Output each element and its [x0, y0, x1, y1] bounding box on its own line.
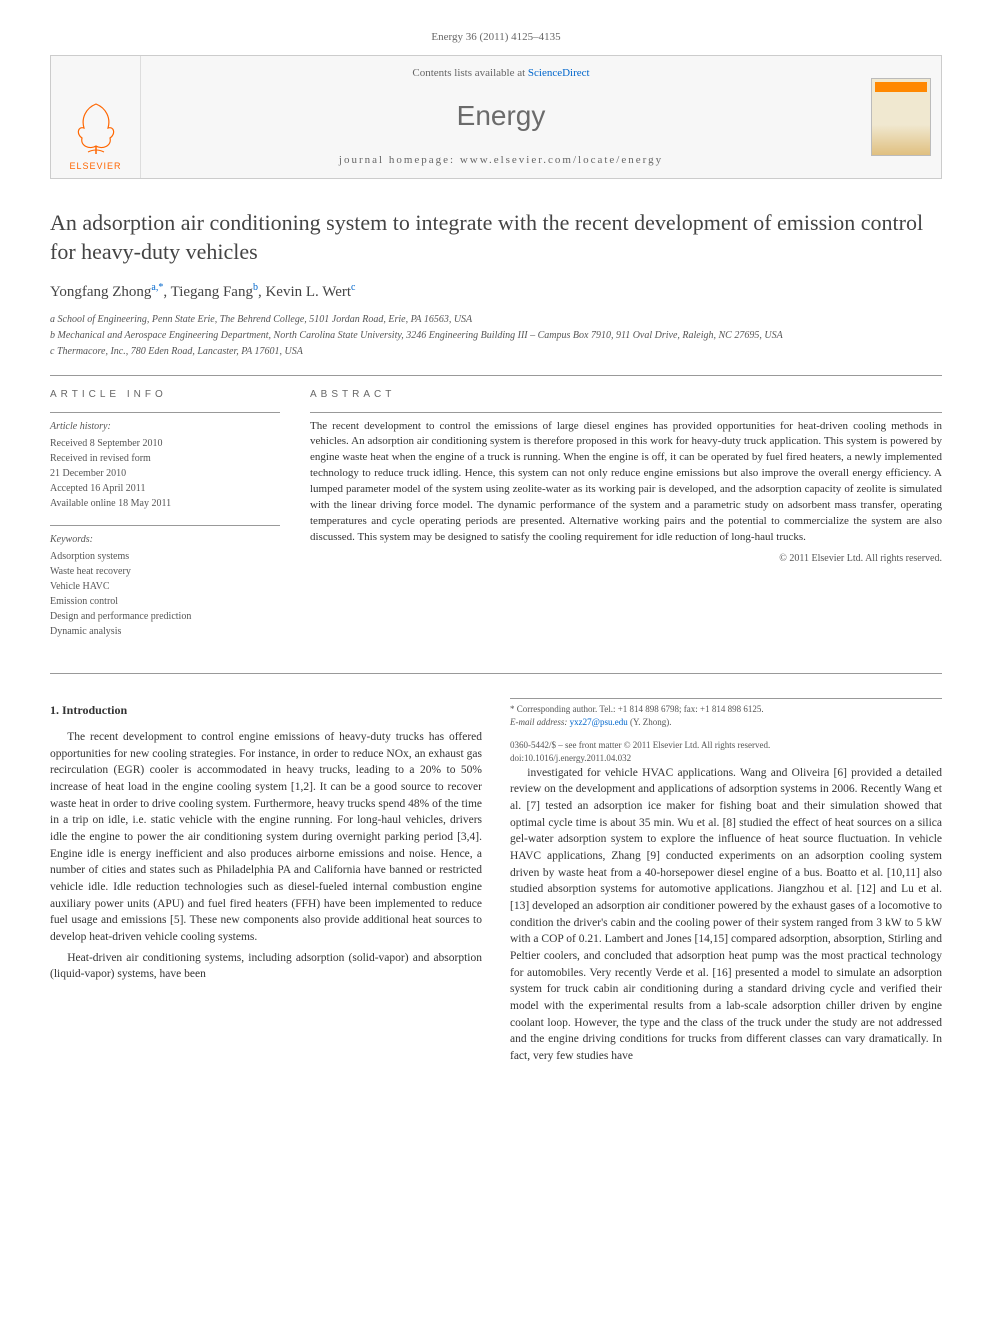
banner-center: Contents lists available at ScienceDirec…: [141, 56, 861, 178]
page-citation-header: Energy 36 (2011) 4125–4135: [50, 30, 942, 45]
body-paragraph-3: investigated for vehicle HVAC applicatio…: [510, 765, 942, 1065]
article-info-column: ARTICLE INFO Article history: Received 8…: [50, 388, 280, 653]
keyword: Adsorption systems: [50, 549, 280, 564]
affiliation-a: a School of Engineering, Penn State Erie…: [50, 313, 942, 327]
history-line: Available online 18 May 2011: [50, 496, 280, 511]
contents-prefix: Contents lists available at: [412, 67, 527, 79]
keyword: Emission control: [50, 594, 280, 609]
author-list: Yongfang Zhonga,*, Tiegang Fangb, Kevin …: [50, 281, 942, 303]
affiliation-b: b Mechanical and Aerospace Engineering D…: [50, 329, 942, 343]
divider-bottom: [50, 673, 942, 674]
doi-line: doi:10.1016/j.energy.2011.04.032: [510, 752, 942, 765]
banner-cover-block: [861, 56, 941, 178]
publisher-name: ELSEVIER: [69, 160, 121, 173]
sciencedirect-link[interactable]: ScienceDirect: [528, 67, 590, 79]
keyword: Waste heat recovery: [50, 564, 280, 579]
email-suffix: (Y. Zhong).: [628, 717, 672, 727]
keywords-block: Keywords: Adsorption systems Waste heat …: [50, 525, 280, 639]
section-1-heading: 1. Introduction: [50, 702, 482, 719]
author-1: Yongfang Zhong: [50, 284, 151, 300]
corresponding-author-footnote: * Corresponding author. Tel.: +1 814 898…: [510, 698, 942, 765]
homepage-prefix: journal homepage:: [339, 154, 460, 166]
body-two-column: 1. Introduction The recent development t…: [50, 698, 942, 1065]
keyword: Design and performance prediction: [50, 609, 280, 624]
elsevier-tree-icon: [66, 96, 126, 156]
front-matter-line: 0360-5442/$ – see front matter © 2011 El…: [510, 739, 942, 752]
history-line: Accepted 16 April 2011: [50, 481, 280, 496]
abstract-column: ABSTRACT The recent development to contr…: [310, 388, 942, 653]
history-line: 21 December 2010: [50, 466, 280, 481]
abstract-text: The recent development to control the em…: [310, 412, 942, 547]
article-title: An adsorption air conditioning system to…: [50, 209, 942, 266]
author-2: , Tiegang Fang: [163, 284, 253, 300]
email-link[interactable]: yxz27@psu.edu: [570, 717, 628, 727]
author-3: , Kevin L. Wert: [258, 284, 351, 300]
journal-name: Energy: [151, 96, 851, 135]
keyword: Dynamic analysis: [50, 624, 280, 639]
email-label: E-mail address:: [510, 717, 570, 727]
journal-cover-thumbnail: [871, 78, 931, 156]
history-label: Article history:: [50, 419, 280, 434]
affiliations-block: a School of Engineering, Penn State Erie…: [50, 313, 942, 359]
keyword: Vehicle HAVC: [50, 579, 280, 594]
keywords-label: Keywords:: [50, 532, 280, 547]
info-abstract-row: ARTICLE INFO Article history: Received 8…: [50, 388, 942, 653]
body-paragraph-2: Heat-driven air conditioning systems, in…: [50, 950, 482, 983]
contents-available-line: Contents lists available at ScienceDirec…: [151, 66, 851, 81]
doi-block: 0360-5442/$ – see front matter © 2011 El…: [510, 739, 942, 765]
corr-author-line: * Corresponding author. Tel.: +1 814 898…: [510, 703, 942, 716]
journal-banner: ELSEVIER Contents lists available at Sci…: [50, 55, 942, 179]
abstract-heading: ABSTRACT: [310, 388, 942, 402]
journal-homepage-line: journal homepage: www.elsevier.com/locat…: [151, 153, 851, 168]
divider-top: [50, 375, 942, 376]
publisher-logo-block: ELSEVIER: [51, 56, 141, 178]
article-history-block: Article history: Received 8 September 20…: [50, 412, 280, 511]
body-paragraph-1: The recent development to control engine…: [50, 729, 482, 946]
history-line: Received in revised form: [50, 451, 280, 466]
history-line: Received 8 September 2010: [50, 436, 280, 451]
homepage-url[interactable]: www.elsevier.com/locate/energy: [460, 154, 663, 166]
abstract-copyright: © 2011 Elsevier Ltd. All rights reserved…: [310, 552, 942, 566]
affiliation-c: c Thermacore, Inc., 780 Eden Road, Lanca…: [50, 345, 942, 359]
article-info-heading: ARTICLE INFO: [50, 388, 280, 402]
corr-email-line: E-mail address: yxz27@psu.edu (Y. Zhong)…: [510, 716, 942, 729]
author-3-affil-sup: c: [351, 282, 355, 293]
